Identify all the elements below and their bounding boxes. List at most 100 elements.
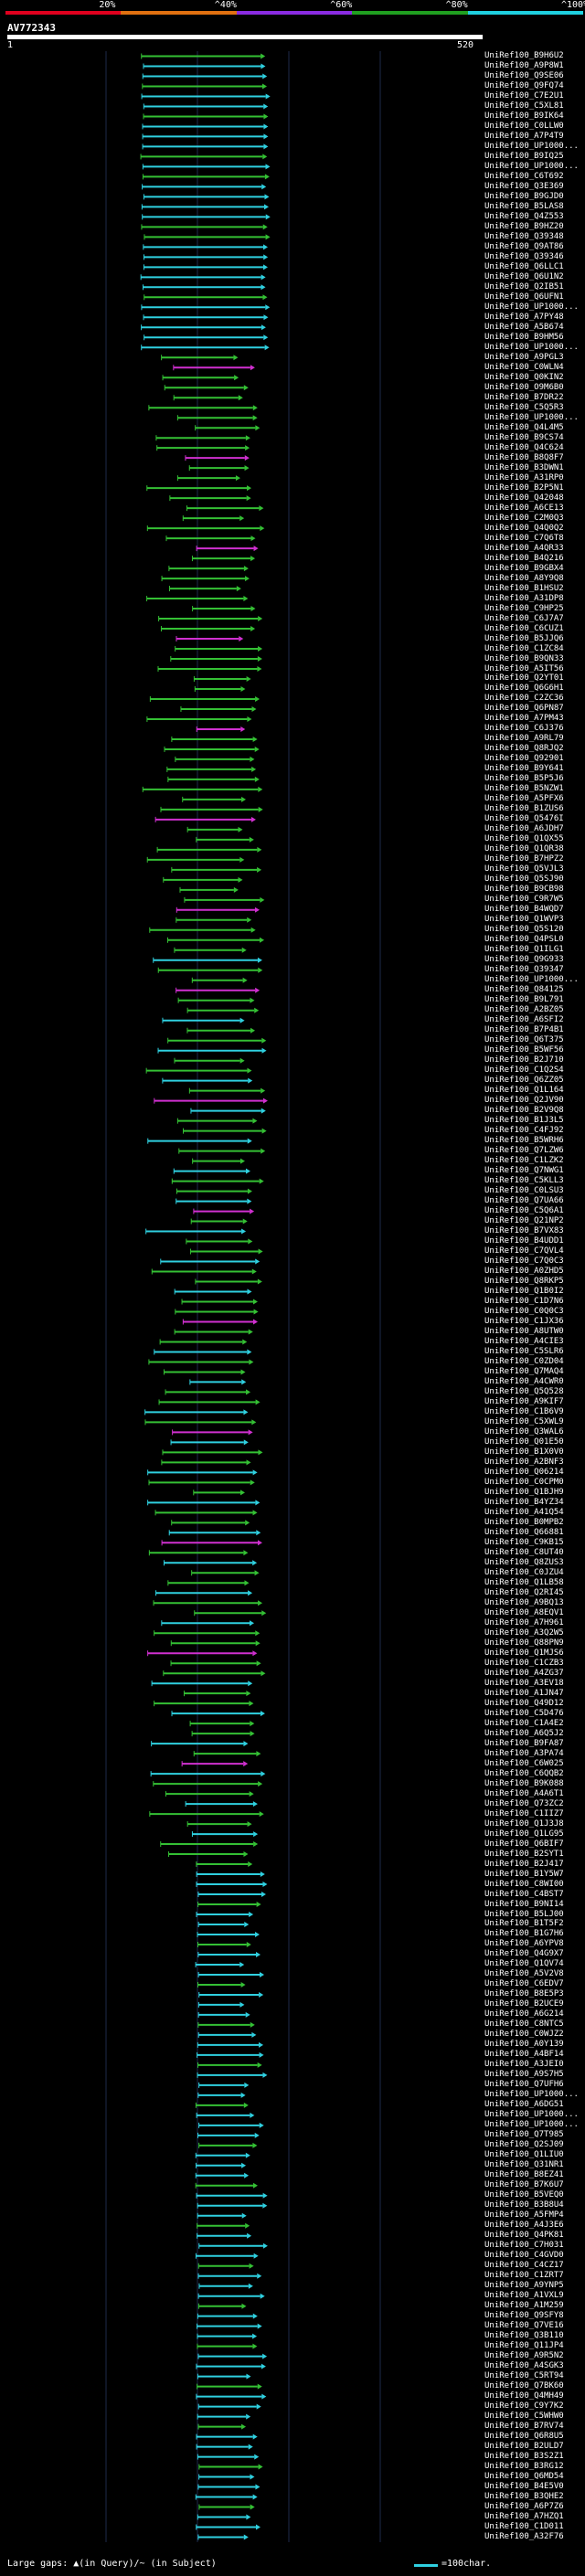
hit-link[interactable]: UniRef100_B5VEQ0 [484,2190,564,2200]
hit-link[interactable]: UniRef100_B5WRH6 [484,1136,564,1146]
hit-link[interactable]: UniRef100_A4CIE3 [484,1336,564,1346]
hit-link[interactable]: UniRef100_B5LAS8 [484,201,564,211]
hit-link[interactable]: UniRef100_C5SLR6 [484,1346,564,1356]
hit-link[interactable]: UniRef100_B0MPB2 [484,1517,564,1527]
hit-link[interactable]: UniRef100_C2M0Q3 [484,513,564,523]
hit-link[interactable]: UniRef100_A31RP0 [484,472,564,482]
hit-link[interactable]: UniRef100_Q11JP4 [484,2341,564,2351]
hit-link[interactable]: UniRef100_C1B6V9 [484,1406,564,1416]
hit-link[interactable]: UniRef100_B3RG12 [484,2462,564,2472]
hit-link[interactable]: UniRef100_A3JEI0 [484,2060,564,2070]
hit-link[interactable]: UniRef100_Q1WVP3 [484,915,564,925]
hit-link[interactable]: UniRef100_Q6LLC1 [484,261,564,271]
hit-link[interactable]: UniRef100_Q4MH49 [484,2391,564,2401]
hit-link[interactable]: UniRef100_Q1LB58 [484,1577,564,1587]
hit-link[interactable]: UniRef100_Q9G933 [484,955,564,965]
hit-link[interactable]: UniRef100_Q39347 [484,965,564,975]
hit-link[interactable]: UniRef100_A4A6T1 [484,1788,564,1798]
hit-link[interactable]: UniRef100_B1X0V0 [484,1447,564,1457]
hit-link[interactable]: UniRef100_A7PY48 [484,312,564,322]
hit-link[interactable]: UniRef100_C6EDV7 [484,1979,564,1989]
hit-link[interactable]: UniRef100_Q8RJQ2 [484,744,564,754]
hit-link[interactable]: UniRef100_Q5VJL3 [484,864,564,875]
hit-link[interactable]: UniRef100_Q9FQ74 [484,80,564,90]
hit-link[interactable]: UniRef100_B4Q216 [484,553,564,563]
hit-link[interactable]: UniRef100_B7P4B1 [484,1025,564,1035]
hit-link[interactable]: UniRef100_C7Q0C3 [484,1256,564,1267]
hit-link[interactable]: UniRef100_C6CUZ1 [484,623,564,633]
hit-link[interactable]: UniRef100_A2BNF3 [484,1457,564,1467]
hit-link[interactable]: UniRef100_Q21NP2 [484,1216,564,1226]
hit-link[interactable]: UniRef100_B2J710 [484,1055,564,1065]
hit-link[interactable]: UniRef100_B2V9Q8 [484,1106,564,1116]
hit-link[interactable]: UniRef100_A1JN47 [484,1688,564,1698]
hit-link[interactable]: UniRef100_B7HPZ2 [484,854,564,864]
hit-link[interactable]: UniRef100_B4E5V0 [484,2482,564,2492]
hit-link[interactable]: UniRef100_C5Q5R3 [484,402,564,412]
hit-link[interactable]: UniRef100_C4CZ17 [484,2261,564,2271]
hit-link[interactable]: UniRef100_B9K088 [484,1778,564,1788]
hit-link[interactable]: UniRef100_B1ZUS6 [484,804,564,814]
hit-link[interactable]: UniRef100_C5XWL9 [484,1416,564,1426]
hit-link[interactable]: UniRef100_B2J417 [484,1859,564,1869]
hit-link[interactable]: UniRef100_A8EQV1 [484,1607,564,1617]
hit-link[interactable]: UniRef100_Q7T985 [484,2130,564,2140]
hit-link[interactable]: UniRef100_A5PFX6 [484,794,564,804]
hit-link[interactable]: UniRef100_C1D011 [484,2522,564,2531]
hit-link[interactable]: UniRef100_A9YNP5 [484,2281,564,2291]
hit-link[interactable]: UniRef100_Q49D12 [484,1698,564,1708]
hit-link[interactable]: UniRef100_A1VXL9 [484,2291,564,2301]
hit-link[interactable]: UniRef100_A0ZHD5 [484,1267,564,1277]
hit-link[interactable]: UniRef100_Q1J3J8 [484,1818,564,1829]
hit-link[interactable]: UniRef100_B2UCE9 [484,1999,564,2009]
hit-link[interactable]: UniRef100_Q5476I [484,814,564,824]
hit-link[interactable]: UniRef100_UP1000... [484,302,579,312]
hit-link[interactable]: UniRef100_A4QR33 [484,543,564,553]
hit-link[interactable]: UniRef100_C5KLL3 [484,1176,564,1186]
hit-link[interactable]: UniRef100_B5WF56 [484,1045,564,1055]
hit-link[interactable]: UniRef100_UP1000... [484,975,579,985]
hit-link[interactable]: UniRef100_A6G214 [484,2009,564,2019]
hit-link[interactable]: UniRef100_Q1LG95 [484,1829,564,1839]
hit-link[interactable]: UniRef100_C0LLW0 [484,121,564,131]
hit-link[interactable]: UniRef100_Q7UFH6 [484,2080,564,2090]
hit-link[interactable]: UniRef100_C6T692 [484,171,564,181]
hit-link[interactable]: UniRef100_B1HSU2 [484,583,564,593]
hit-link[interactable]: UniRef100_C0JZU4 [484,1567,564,1577]
hit-link[interactable]: UniRef100_C0CPM0 [484,1477,564,1487]
hit-link[interactable]: UniRef100_B8E5P3 [484,1989,564,1999]
hit-link[interactable]: UniRef100_A5B674 [484,322,564,332]
hit-link[interactable]: UniRef100_A6DG51 [484,2100,564,2110]
hit-link[interactable]: UniRef100_A4SGK3 [484,2361,564,2371]
hit-link[interactable]: UniRef100_C1JX36 [484,1316,564,1326]
hit-link[interactable]: UniRef100_C1D7N6 [484,1296,564,1306]
hit-link[interactable]: UniRef100_A1M259 [484,2301,564,2311]
hit-link[interactable]: UniRef100_B2P5N1 [484,482,564,493]
hit-link[interactable]: UniRef100_A8UTW0 [484,1326,564,1336]
hit-link[interactable]: UniRef100_Q1QV74 [484,1959,564,1969]
hit-link[interactable]: UniRef100_Q4Z553 [484,211,564,221]
hit-link[interactable]: UniRef100_Q2RI45 [484,1587,564,1597]
hit-link[interactable]: UniRef100_A6Q5J2 [484,1728,564,1738]
hit-link[interactable]: UniRef100_Q06214 [484,1467,564,1477]
hit-link[interactable]: UniRef100_Q1B0I2 [484,1287,564,1296]
hit-link[interactable]: UniRef100_C0LSU3 [484,1186,564,1196]
hit-link[interactable]: UniRef100_A32F76 [484,2532,564,2541]
hit-link[interactable]: UniRef100_C2ZC36 [484,694,564,704]
hit-link[interactable]: UniRef100_B4UDD1 [484,1236,564,1246]
hit-link[interactable]: UniRef100_UP1000... [484,342,579,352]
hit-link[interactable]: UniRef100_C8UT40 [484,1547,564,1557]
hit-link[interactable]: UniRef100_Q1BJH9 [484,1487,564,1497]
hit-link[interactable]: UniRef100_C9Y7K2 [484,2401,564,2412]
hit-link[interactable]: UniRef100_B9Y641 [484,764,564,774]
hit-link[interactable]: UniRef100_A6YPV8 [484,1939,564,1949]
hit-link[interactable]: UniRef100_A3EV18 [484,1678,564,1688]
hit-link[interactable]: UniRef100_B9HM56 [484,332,564,342]
hit-link[interactable]: UniRef100_A9S7H5 [484,2070,564,2080]
hit-link[interactable]: UniRef100_UP1000... [484,161,579,171]
hit-link[interactable]: UniRef100_Q7UA66 [484,1196,564,1206]
hit-link[interactable]: UniRef100_Q3WAL6 [484,1426,564,1436]
hit-link[interactable]: UniRef100_Q9AT86 [484,241,564,251]
hit-link[interactable]: UniRef100_A9BQ13 [484,1597,564,1607]
hit-link[interactable]: UniRef100_C5XL81 [484,101,564,111]
